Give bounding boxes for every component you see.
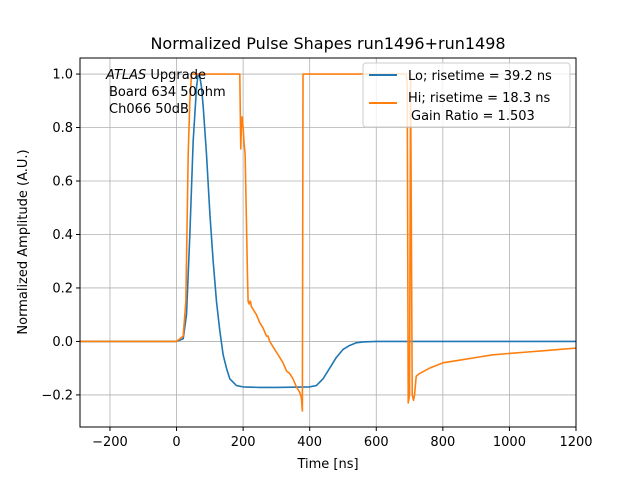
y-tick-label: 0.8 xyxy=(52,121,73,136)
x-tick-label: 800 xyxy=(430,435,455,450)
y-tick-label: 0.2 xyxy=(52,281,73,296)
y-tick-label: 0.4 xyxy=(52,228,73,243)
annotation-line-2: Board 634 50ohm xyxy=(109,85,226,100)
chart-title: Normalized Pulse Shapes run1496+run1498 xyxy=(150,34,505,53)
x-tick-label: 600 xyxy=(364,435,389,450)
y-tick-label: 1.0 xyxy=(52,68,73,83)
y-tick-label: −0.2 xyxy=(41,388,73,403)
series-line-hi xyxy=(80,73,576,412)
annotation-atlas: ATLAS xyxy=(105,68,146,83)
tick-layer: −200 0 200 400 600 800 1000 1200 −0.2 0.0 0.2 0.4 0.… xyxy=(41,68,592,450)
x-tick-label: −200 xyxy=(92,435,128,450)
atlas-annotation: ATLAS Upgrade Board 634 50ohm Ch066 50dB xyxy=(105,68,226,117)
series-line-lo xyxy=(80,73,576,389)
plot-frame xyxy=(79,57,577,428)
annotation-upgrade: Upgrade xyxy=(146,68,206,83)
x-tick-label: 200 xyxy=(231,435,256,450)
legend-gain-ratio: Gain Ratio = 1.503 xyxy=(411,109,535,124)
legend-label-hi: Hi; risetime = 18.3 ns xyxy=(408,91,550,106)
y-tick-label: 0.6 xyxy=(52,175,73,190)
annotation-line-3: Ch066 50dB xyxy=(109,102,189,117)
y-tick-label: 0.0 xyxy=(52,335,73,350)
x-tick-label: 400 xyxy=(297,435,322,450)
series-layer xyxy=(80,73,576,412)
x-tick-label: 0 xyxy=(172,435,180,450)
x-tick-label: 1000 xyxy=(493,435,526,450)
legend-label-lo: Lo; risetime = 39.2 ns xyxy=(408,69,552,84)
legend: Lo; risetime = 39.2 ns Hi; risetime = 18… xyxy=(362,62,571,128)
y-axis-title: Normalized Amplitude (A.U.) xyxy=(16,149,31,334)
annotation-line-1: ATLAS Upgrade xyxy=(105,68,206,83)
legend-box xyxy=(362,62,571,128)
x-axis-title: Time [ns] xyxy=(296,457,358,472)
x-tick-label: 1200 xyxy=(559,435,592,450)
